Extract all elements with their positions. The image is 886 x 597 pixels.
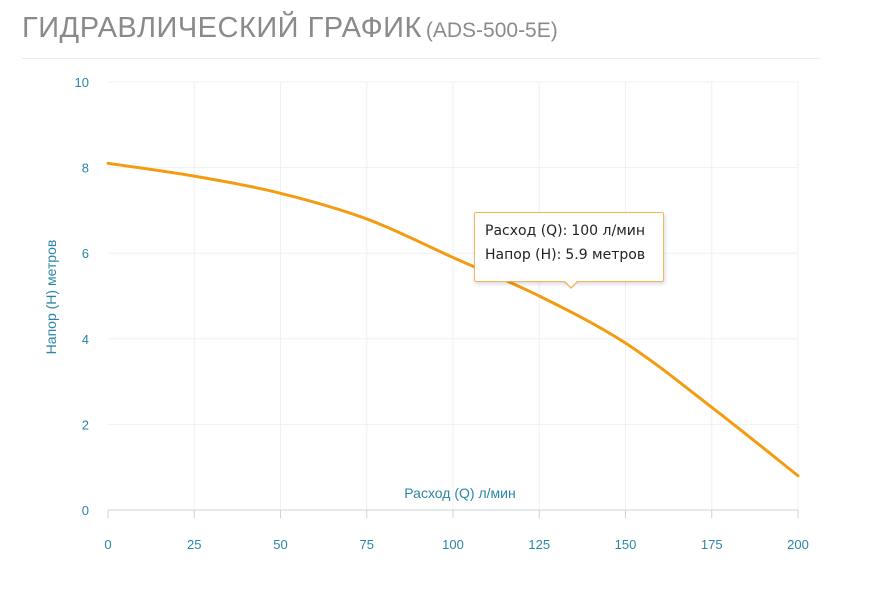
x-tick-label: 175 bbox=[701, 537, 723, 552]
x-tick-labels: 0 25 50 75 100 125 150 175 200 bbox=[104, 537, 808, 552]
chart-axes bbox=[107, 509, 799, 518]
y-tick-label: 8 bbox=[82, 161, 89, 176]
y-axis-title: Напор (H) метров bbox=[43, 240, 59, 355]
data-point-tooltip: Расход (Q): 100 л/мин Напор (H): 5.9 метро… bbox=[474, 212, 664, 289]
tooltip-pointer-fill bbox=[564, 280, 578, 287]
x-tick-label: 100 bbox=[442, 537, 464, 552]
tooltip-flow-value: 100 л/мин bbox=[571, 223, 646, 239]
x-tick-label: 50 bbox=[273, 537, 287, 552]
x-tick-label: 0 bbox=[104, 537, 111, 552]
y-tick-label: 6 bbox=[82, 246, 89, 261]
tooltip-head-value: 5.9 метров bbox=[565, 247, 646, 263]
y-tick-label: 4 bbox=[82, 332, 89, 347]
chart-grid bbox=[108, 81, 799, 510]
x-tick-label: 25 bbox=[187, 537, 201, 552]
x-axis-title: Расход (Q) л/мин bbox=[404, 485, 515, 501]
x-tick-label: 200 bbox=[787, 537, 809, 552]
x-tick-label: 125 bbox=[528, 537, 550, 552]
x-tick-label: 150 bbox=[615, 537, 637, 552]
tooltip-flow-row: Расход (Q): 100 л/мин bbox=[485, 223, 663, 247]
y-tick-labels: 0 2 4 6 8 10 bbox=[75, 75, 89, 518]
series-line[interactable] bbox=[106, 161, 800, 478]
chart-title-model: (ADS-500-5E) bbox=[425, 19, 558, 42]
chart-title: ГИДРАВЛИЧЕСКИЙ ГРАФИК (ADS-500-5E) bbox=[22, 12, 558, 45]
y-tick-label: 0 bbox=[82, 503, 89, 518]
tooltip-flow-label: Расход (Q): bbox=[485, 223, 568, 239]
y-tick-label: 2 bbox=[82, 417, 89, 432]
title-divider bbox=[22, 58, 820, 59]
tooltip-head-label: Напор (H): bbox=[485, 247, 562, 263]
x-tick-label: 75 bbox=[360, 537, 374, 552]
tooltip-head-row: Напор (H): 5.9 метров bbox=[485, 247, 663, 271]
chart-title-main: ГИДРАВЛИЧЕСКИЙ ГРАФИК bbox=[22, 12, 422, 44]
y-tick-label: 10 bbox=[75, 75, 89, 90]
